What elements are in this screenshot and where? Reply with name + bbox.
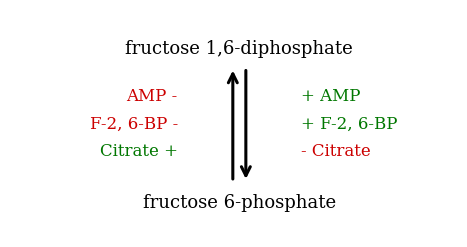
Text: Citrate +: Citrate +	[100, 143, 178, 160]
Text: + AMP: + AMP	[301, 88, 361, 105]
Text: fructose 6-phosphate: fructose 6-phosphate	[143, 194, 336, 212]
Text: F-2, 6-BP -: F-2, 6-BP -	[90, 116, 178, 133]
Text: + F-2, 6-BP: + F-2, 6-BP	[301, 116, 397, 133]
Text: AMP -: AMP -	[127, 88, 178, 105]
Text: fructose 1,6-diphosphate: fructose 1,6-diphosphate	[126, 40, 353, 58]
Text: - Citrate: - Citrate	[301, 143, 371, 160]
